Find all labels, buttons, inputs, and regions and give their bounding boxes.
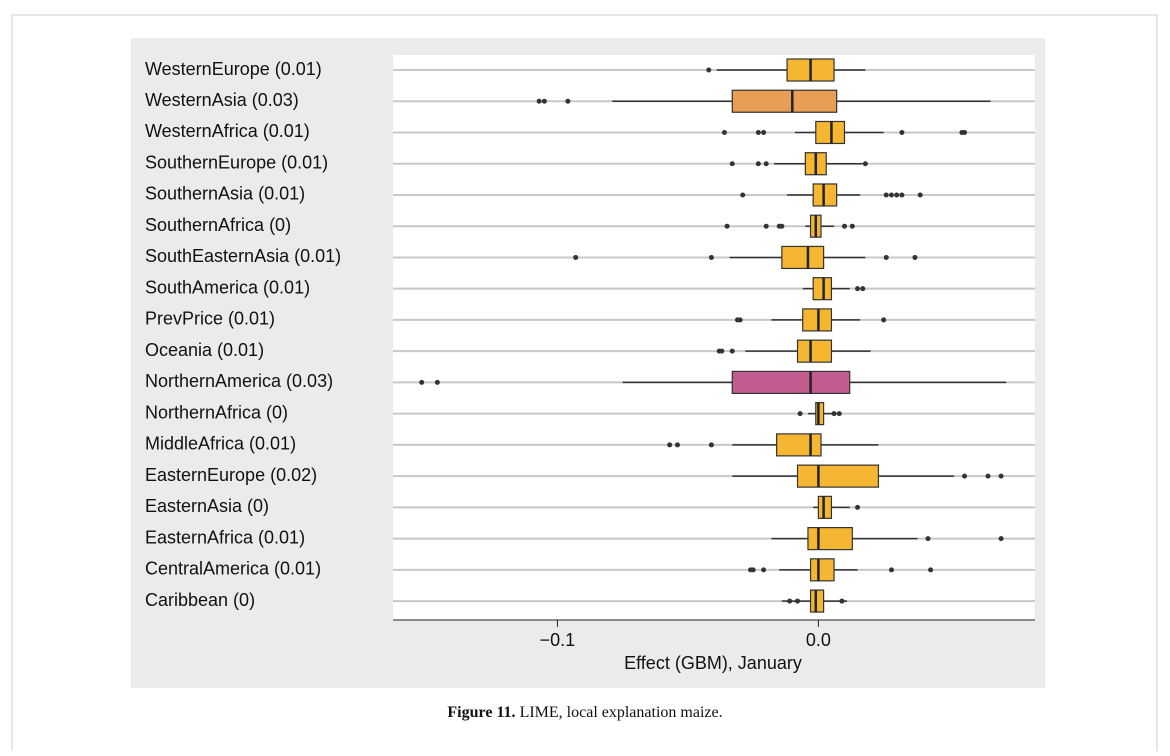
caption: Figure 11. LIME, local explanation maize… xyxy=(447,704,722,721)
y-tick-label: WesternAsia (0.03) xyxy=(145,90,299,110)
y-tick-label: WesternAfrica (0.01) xyxy=(145,121,310,141)
frame xyxy=(11,14,1158,756)
outlier xyxy=(763,223,769,229)
outlier xyxy=(883,254,889,260)
box xyxy=(776,433,822,457)
outlier xyxy=(831,411,837,417)
outlier xyxy=(839,598,845,604)
outlier xyxy=(750,567,756,573)
box xyxy=(802,308,833,332)
outlier xyxy=(849,223,855,229)
box xyxy=(796,464,880,488)
caption-text: LIME, local explanation maize. xyxy=(516,704,723,721)
outlier xyxy=(536,98,542,104)
caption-label: Figure 11. xyxy=(447,704,515,721)
outlier xyxy=(998,473,1004,479)
box xyxy=(817,495,833,519)
outlier xyxy=(928,567,934,573)
outlier xyxy=(862,161,868,167)
outlier xyxy=(708,254,714,260)
box xyxy=(812,183,838,207)
outlier xyxy=(721,129,727,135)
outlier xyxy=(708,442,714,448)
y-tick-label: WesternEurope (0.01) xyxy=(145,59,322,79)
box xyxy=(731,370,851,394)
outlier xyxy=(899,129,905,135)
outlier xyxy=(881,317,887,323)
outlier xyxy=(998,536,1004,542)
outlier xyxy=(797,411,803,417)
y-tick-label: EasternAfrica (0.01) xyxy=(145,527,305,547)
outlier xyxy=(795,598,801,604)
outlier xyxy=(729,348,735,354)
outlier xyxy=(888,192,894,198)
outlier xyxy=(855,504,861,510)
y-tick-label: CentralAmerica (0.01) xyxy=(145,559,321,579)
y-tick-label: PrevPrice (0.01) xyxy=(145,309,275,329)
box xyxy=(781,245,825,270)
box xyxy=(812,277,833,301)
outlier xyxy=(573,254,579,260)
outlier xyxy=(434,379,440,385)
outlier xyxy=(917,192,923,198)
y-tick-label: Oceania (0.01) xyxy=(145,340,264,360)
y-tick-label: SouthEasternAsia (0.01) xyxy=(145,246,341,266)
outlier xyxy=(855,286,861,292)
outlier xyxy=(737,317,743,323)
outlier xyxy=(541,98,547,104)
x-axis-label: Effect (GBM), January xyxy=(624,653,802,673)
outlier xyxy=(565,98,571,104)
outlier xyxy=(740,192,746,198)
box xyxy=(809,589,825,613)
x-tick-label: −0.1 xyxy=(540,630,576,650)
outlier xyxy=(962,473,968,479)
outlier xyxy=(667,442,673,448)
outlier xyxy=(706,67,712,73)
outlier xyxy=(787,598,793,604)
y-tick-label: SouthernAsia (0.01) xyxy=(145,184,305,204)
outlier xyxy=(719,348,725,354)
outlier xyxy=(912,254,918,260)
outlier xyxy=(899,192,905,198)
outlier xyxy=(761,129,767,135)
y-tick-label: EasternEurope (0.02) xyxy=(145,465,317,485)
outlier xyxy=(883,192,889,198)
box xyxy=(815,402,825,426)
outlier xyxy=(763,161,769,167)
outlier xyxy=(724,223,730,229)
y-tick-label: SouthernAfrica (0) xyxy=(145,215,291,235)
y-tick-label: Caribbean (0) xyxy=(145,590,255,610)
y-tick-label: NorthernAmerica (0.03) xyxy=(145,371,333,391)
outlier xyxy=(761,567,767,573)
outlier xyxy=(925,536,931,542)
y-tick-label: MiddleAfrica (0.01) xyxy=(145,434,296,454)
outlier xyxy=(962,129,968,135)
outlier xyxy=(985,473,991,479)
outlier xyxy=(860,286,866,292)
outlier xyxy=(674,442,680,448)
box xyxy=(815,120,846,145)
box xyxy=(809,558,835,582)
outlier xyxy=(419,379,425,385)
outlier xyxy=(729,161,735,167)
box xyxy=(807,526,853,551)
y-tick-label: SouthAmerica (0.01) xyxy=(145,277,310,297)
outlier xyxy=(755,129,761,135)
outlier xyxy=(779,223,785,229)
box xyxy=(731,89,838,113)
x-tick-label: 0.0 xyxy=(806,630,831,650)
y-tick-label: SouthernEurope (0.01) xyxy=(145,152,328,172)
plot-area xyxy=(393,55,1035,620)
outlier xyxy=(888,567,894,573)
outlier xyxy=(755,161,761,167)
outlier xyxy=(894,192,900,198)
outlier xyxy=(841,223,847,229)
y-tick-label: NorthernAfrica (0) xyxy=(145,402,288,422)
box xyxy=(796,339,833,363)
y-tick-label: EasternAsia (0) xyxy=(145,496,269,516)
outlier xyxy=(836,411,842,417)
